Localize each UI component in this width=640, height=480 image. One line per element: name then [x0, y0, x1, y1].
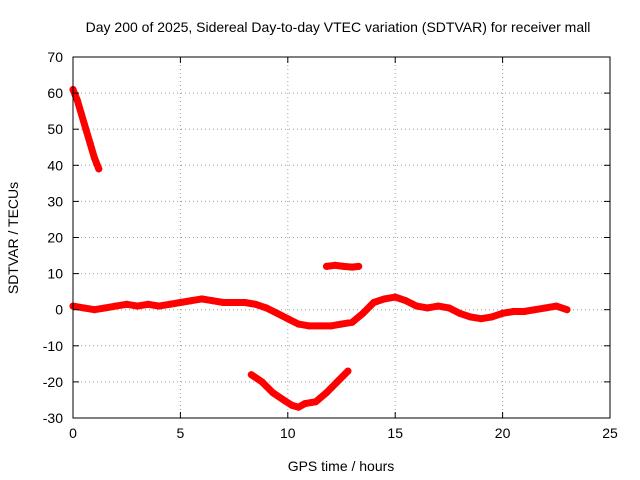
y-tick-label: 10	[47, 266, 63, 282]
data-point	[269, 389, 277, 397]
x-tick-label: 5	[177, 425, 185, 441]
data-point	[219, 299, 227, 306]
data-point	[359, 309, 367, 317]
y-tick-label: 60	[47, 85, 63, 101]
y-tick-label: -30	[43, 410, 63, 426]
data-point	[91, 306, 98, 314]
data-point	[273, 309, 281, 317]
y-tick-label: 0	[55, 302, 63, 318]
data-point	[166, 300, 174, 308]
data-point	[295, 403, 302, 411]
series-main-band	[69, 293, 571, 330]
data-layer	[69, 86, 571, 411]
y-axis-label: SDTVAR / TECUs	[5, 182, 21, 294]
data-point	[144, 300, 152, 308]
series-early-decay	[69, 86, 103, 173]
data-point	[402, 297, 410, 305]
x-tick-label: 25	[602, 425, 618, 441]
data-point	[381, 295, 388, 303]
data-point	[355, 262, 363, 270]
data-point	[295, 320, 302, 328]
data-point	[133, 302, 141, 310]
series-dip-arc	[247, 367, 352, 411]
data-point	[86, 140, 94, 148]
data-point	[301, 400, 309, 408]
data-point	[542, 304, 550, 312]
data-point	[370, 299, 378, 306]
grid	[73, 57, 610, 418]
data-point	[241, 299, 249, 306]
axes-ticks: 0 5 10 15 20 25 -30 -20 -10 0 10 20 30 40 50 60 70	[43, 49, 618, 441]
data-point	[312, 398, 320, 406]
data-point	[340, 262, 348, 270]
data-point	[91, 154, 98, 162]
x-tick-label: 20	[495, 425, 511, 441]
data-point	[413, 302, 421, 310]
data-point	[78, 111, 86, 119]
data-point	[280, 396, 287, 404]
y-tick-label: 50	[47, 121, 63, 137]
y-tick-label: 70	[47, 49, 63, 65]
data-point	[323, 389, 330, 397]
data-point	[95, 165, 103, 173]
data-point	[348, 263, 356, 271]
data-point	[258, 378, 266, 386]
x-axis-label: GPS time / hours	[288, 458, 395, 474]
data-point	[563, 306, 571, 314]
data-point	[284, 315, 292, 323]
data-point	[499, 309, 507, 317]
data-point	[466, 313, 474, 321]
data-point	[327, 322, 335, 330]
data-point	[509, 308, 517, 315]
data-point	[155, 302, 163, 310]
data-point	[348, 318, 356, 326]
data-point	[338, 320, 345, 328]
data-point	[262, 304, 270, 312]
data-point	[456, 309, 464, 317]
series-line	[247, 367, 352, 411]
x-tick-label: 0	[69, 425, 77, 441]
data-point	[73, 96, 81, 104]
y-tick-label: -20	[43, 374, 63, 390]
data-point	[123, 300, 131, 308]
data-point	[247, 371, 255, 379]
data-point	[82, 125, 90, 133]
data-point	[305, 322, 313, 330]
x-tick-label: 15	[387, 425, 403, 441]
data-point	[477, 315, 485, 323]
data-point	[176, 299, 184, 306]
series-short-segment	[323, 261, 363, 271]
data-point	[344, 367, 352, 375]
data-point	[209, 297, 217, 305]
data-point	[252, 300, 260, 308]
data-point	[230, 299, 238, 306]
y-tick-label: 40	[47, 157, 63, 173]
data-point	[112, 302, 120, 310]
data-point	[434, 302, 442, 310]
data-point	[520, 308, 528, 315]
data-point	[488, 313, 496, 321]
data-point	[552, 302, 560, 310]
data-point	[445, 304, 453, 312]
data-point	[391, 293, 399, 301]
y-tick-label: -10	[43, 338, 63, 354]
data-point	[80, 304, 88, 312]
data-point	[316, 322, 324, 330]
data-point	[288, 401, 296, 409]
data-point	[531, 306, 539, 314]
data-point	[323, 262, 330, 270]
data-point	[198, 295, 206, 303]
data-point	[101, 304, 109, 312]
chart-title: Day 200 of 2025, Sidereal Day-to-day VTE…	[86, 19, 591, 35]
data-point	[333, 378, 341, 386]
y-tick-label: 20	[47, 230, 63, 246]
data-point	[423, 304, 431, 312]
data-point	[187, 297, 195, 305]
x-tick-label: 10	[280, 425, 296, 441]
y-tick-label: 30	[47, 193, 63, 209]
data-point	[331, 261, 339, 269]
